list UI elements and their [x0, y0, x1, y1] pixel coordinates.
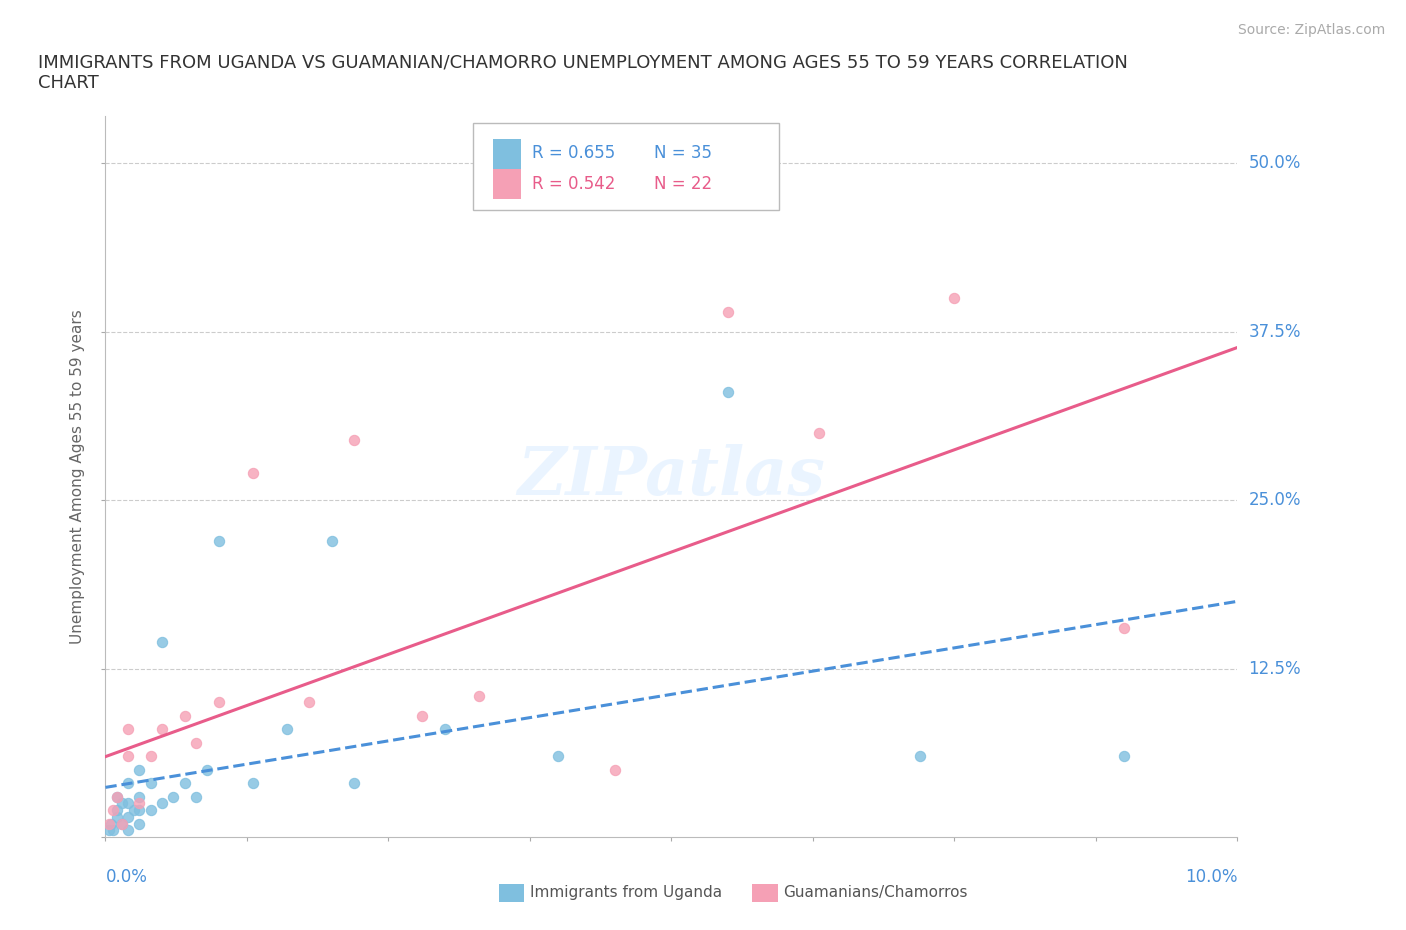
Point	[603, 763, 626, 777]
Point	[117, 776, 139, 790]
Point	[184, 736, 207, 751]
Point	[162, 790, 184, 804]
Point	[717, 385, 740, 400]
Point	[139, 803, 162, 817]
Point	[105, 809, 128, 824]
Point	[173, 709, 195, 724]
Point	[117, 796, 139, 811]
Point	[139, 749, 162, 764]
Point	[122, 803, 145, 817]
Point	[100, 817, 122, 831]
Text: 25.0%: 25.0%	[1249, 491, 1301, 510]
Point	[411, 709, 433, 724]
FancyBboxPatch shape	[474, 124, 779, 210]
Point	[807, 425, 830, 440]
Text: N = 35: N = 35	[654, 144, 713, 162]
Text: Source: ZipAtlas.com: Source: ZipAtlas.com	[1237, 23, 1385, 37]
Point	[298, 695, 321, 710]
Point	[321, 533, 343, 548]
Point	[433, 722, 456, 737]
Point	[105, 803, 128, 817]
Point	[208, 695, 231, 710]
Point	[128, 790, 150, 804]
Point	[173, 776, 195, 790]
Point	[910, 749, 932, 764]
Point	[117, 749, 139, 764]
Y-axis label: Unemployment Among Ages 55 to 59 years: Unemployment Among Ages 55 to 59 years	[70, 310, 86, 644]
Point	[111, 817, 134, 831]
Point	[103, 803, 125, 817]
Point	[117, 809, 139, 824]
Point	[97, 823, 120, 838]
Text: 37.5%: 37.5%	[1249, 323, 1301, 340]
Point	[547, 749, 569, 764]
Point	[128, 763, 150, 777]
Point	[139, 776, 162, 790]
Point	[276, 722, 298, 737]
Point	[242, 776, 264, 790]
Text: Guamanians/Chamorros: Guamanians/Chamorros	[783, 885, 967, 900]
Point	[111, 817, 134, 831]
Point	[128, 796, 150, 811]
Point	[128, 803, 150, 817]
Text: ZIPatlas: ZIPatlas	[517, 445, 825, 509]
Text: 50.0%: 50.0%	[1249, 154, 1301, 172]
FancyBboxPatch shape	[492, 139, 520, 169]
Point	[242, 466, 264, 481]
Text: R = 0.655: R = 0.655	[531, 144, 616, 162]
FancyBboxPatch shape	[492, 169, 520, 199]
Point	[97, 817, 120, 831]
Text: 10.0%: 10.0%	[1185, 868, 1237, 885]
Point	[117, 722, 139, 737]
Point	[468, 688, 491, 703]
Point	[103, 823, 125, 838]
Point	[105, 790, 128, 804]
Point	[208, 533, 231, 548]
Point	[184, 790, 207, 804]
Point	[105, 790, 128, 804]
Point	[717, 304, 740, 319]
Point	[1114, 620, 1136, 635]
Point	[117, 823, 139, 838]
Text: Immigrants from Uganda: Immigrants from Uganda	[530, 885, 723, 900]
Point	[111, 796, 134, 811]
Point	[343, 776, 366, 790]
Point	[150, 796, 173, 811]
Text: 0.0%: 0.0%	[105, 868, 148, 885]
Point	[150, 634, 173, 649]
Point	[1114, 749, 1136, 764]
Point	[128, 817, 150, 831]
Text: IMMIGRANTS FROM UGANDA VS GUAMANIAN/CHAMORRO UNEMPLOYMENT AMONG AGES 55 TO 59 YE: IMMIGRANTS FROM UGANDA VS GUAMANIAN/CHAM…	[38, 54, 1128, 92]
Point	[343, 432, 366, 447]
Text: N = 22: N = 22	[654, 175, 713, 193]
Text: 12.5%: 12.5%	[1249, 659, 1301, 678]
Point	[150, 722, 173, 737]
Point	[943, 291, 966, 306]
Text: R = 0.542: R = 0.542	[531, 175, 616, 193]
Point	[195, 763, 218, 777]
